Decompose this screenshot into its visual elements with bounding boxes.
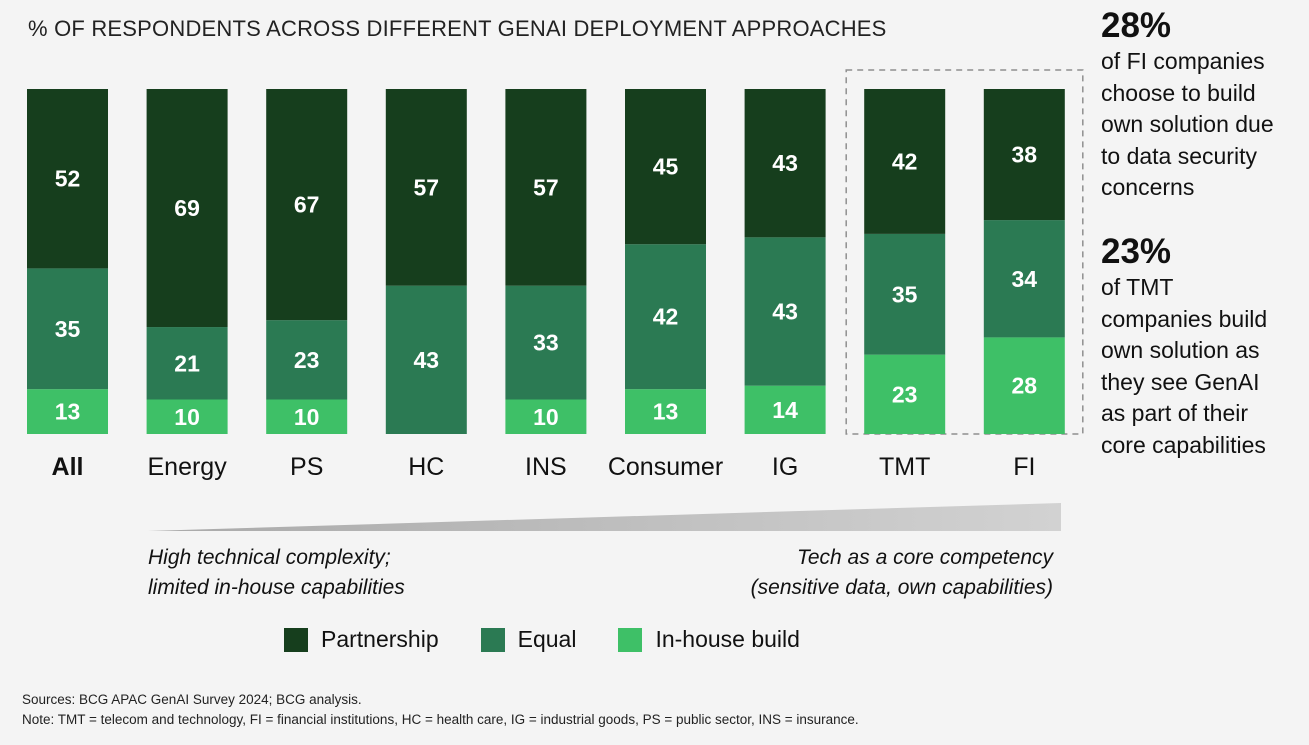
bar-segment-tmt-inhouse xyxy=(864,354,946,434)
data-label-ins-partnership: 57 xyxy=(533,174,559,200)
data-label-ig-partnership: 43 xyxy=(772,150,798,176)
scale-left-line-2: limited in-house capabilities xyxy=(148,576,405,599)
data-label-hc-partnership: 57 xyxy=(414,174,440,200)
data-label-ps-inhouse: 10 xyxy=(294,404,320,430)
category-label-tmt: TMT xyxy=(879,453,930,481)
bar-segment-consumer-inhouse xyxy=(625,389,706,434)
category-label-energy: Energy xyxy=(147,453,227,481)
bar-segment-fi-partnership xyxy=(983,89,1065,221)
bar-segment-energy-inhouse xyxy=(146,399,228,434)
scale-right-line-2: (sensitive data, own capabilities) xyxy=(750,576,1053,599)
callout-panel: 28% of FI companies choose to build own … xyxy=(1101,6,1306,462)
bar-segment-ins-inhouse xyxy=(505,399,587,434)
legend-swatch-equal xyxy=(480,627,505,652)
bar-segment-all-inhouse xyxy=(27,389,108,434)
category-label-hc: HC xyxy=(408,453,444,481)
data-label-ps-equal: 23 xyxy=(294,347,320,373)
bar-segment-consumer-partnership xyxy=(625,89,706,245)
legend-swatch-inhouse xyxy=(618,627,643,652)
scale-right-caption: Tech as a core competency (sensitive dat… xyxy=(700,543,1053,603)
data-label-ins-inhouse: 10 xyxy=(533,404,559,430)
data-label-consumer-inhouse: 13 xyxy=(653,399,679,425)
bar-segment-hc-partnership xyxy=(385,89,467,286)
data-label-fi-inhouse: 28 xyxy=(1012,373,1038,399)
callout-tmt-text: of TMT companies build own solution as t… xyxy=(1101,273,1268,458)
data-label-all-equal: 35 xyxy=(55,316,81,342)
data-label-ps-partnership: 67 xyxy=(294,192,320,218)
bar-segment-ig-inhouse xyxy=(744,385,826,434)
data-label-fi-partnership: 38 xyxy=(1012,142,1038,168)
callout-fi-value: 28% xyxy=(1101,6,1172,45)
data-label-tmt-equal: 35 xyxy=(892,281,918,307)
bar-segment-tmt-partnership xyxy=(864,89,946,234)
chart-legend: Partnership Equal In-house build xyxy=(284,626,800,653)
complexity-scale-wedge-cut xyxy=(148,501,1061,531)
legend-item-inhouse: In-house build xyxy=(618,626,800,653)
legend-item-equal: Equal xyxy=(480,626,577,653)
data-label-ig-equal: 43 xyxy=(772,299,798,325)
bar-segment-all-partnership xyxy=(27,89,108,269)
callout-tmt: 23% of TMT companies build own solution … xyxy=(1101,232,1306,462)
data-label-all-inhouse: 13 xyxy=(55,399,81,425)
abbreviations-note: Note: TMT = telecom and technology, FI =… xyxy=(22,712,859,727)
sources-note: Sources: BCG APAC GenAI Survey 2024; BCG… xyxy=(22,692,362,707)
bar-segment-consumer-equal xyxy=(625,244,706,390)
bar-segment-ins-equal xyxy=(505,285,587,400)
chart-title: % OF RESPONDENTS ACROSS DIFFERENT GENAI … xyxy=(28,16,887,41)
bar-segment-ps-partnership xyxy=(266,89,348,321)
category-label-ps: PS xyxy=(290,453,323,481)
legend-swatch-partnership xyxy=(284,627,308,652)
stacked-bar-chart: 13 35 52 10 21 69 10 23 67 43 57 10 33 57 13 42 45 14 43 43… xyxy=(27,69,1084,531)
data-label-tmt-partnership: 42 xyxy=(892,148,918,174)
scale-left-caption: High technical complexity; limited in-ho… xyxy=(148,543,405,603)
bar-segment-ps-inhouse xyxy=(266,399,348,434)
data-label-energy-equal: 21 xyxy=(174,350,200,376)
bar-segment-ins-partnership xyxy=(505,89,587,286)
bar-segment-fi-inhouse xyxy=(983,337,1065,434)
category-label-ins: INS xyxy=(525,453,567,481)
category-label-fi: FI xyxy=(1013,453,1035,481)
scale-left-line-1: High technical complexity; xyxy=(148,546,391,569)
callout-tmt-value: 23% xyxy=(1101,231,1172,271)
category-label-all: All xyxy=(52,453,84,481)
data-label-fi-equal: 34 xyxy=(1012,266,1038,292)
bar-segment-all-equal xyxy=(27,268,108,390)
data-label-ins-equal: 33 xyxy=(533,330,559,356)
footnotes: Sources: BCG APAC GenAI Survey 2024; BCG… xyxy=(22,690,859,730)
legend-item-partnership: Partnership xyxy=(284,626,439,653)
data-label-consumer-equal: 42 xyxy=(653,304,679,330)
legend-label-equal: Equal xyxy=(517,626,577,652)
category-label-consumer: Consumer xyxy=(608,453,723,481)
bar-segment-energy-partnership xyxy=(146,89,228,328)
bar-segment-ig-partnership xyxy=(744,89,826,238)
data-label-energy-partnership: 69 xyxy=(174,195,200,221)
data-label-consumer-partnership: 45 xyxy=(653,154,679,180)
scale-right-line-1: Tech as a core competency xyxy=(796,546,1053,569)
bar-segment-hc-equal xyxy=(385,285,467,434)
highlight-box xyxy=(845,69,1084,435)
legend-label-inhouse: In-house build xyxy=(655,626,800,652)
legend-label-partnership: Partnership xyxy=(321,626,439,652)
bar-segment-tmt-equal xyxy=(864,233,946,355)
bar-segment-ps-equal xyxy=(266,320,348,400)
data-label-energy-inhouse: 10 xyxy=(174,404,200,430)
callout-fi-text: of FI companies choose to build own solu… xyxy=(1101,48,1274,201)
data-label-tmt-inhouse: 23 xyxy=(892,381,918,407)
data-label-all-partnership: 52 xyxy=(55,166,81,192)
data-label-ig-inhouse: 14 xyxy=(772,397,798,423)
bar-segment-energy-equal xyxy=(146,327,228,400)
callout-fi: 28% of FI companies choose to build own … xyxy=(1101,6,1306,204)
bar-segment-fi-equal xyxy=(983,220,1065,338)
bar-segment-ig-equal xyxy=(744,237,826,386)
category-label-ig: IG xyxy=(772,453,798,481)
data-label-hc-equal: 43 xyxy=(414,347,440,373)
